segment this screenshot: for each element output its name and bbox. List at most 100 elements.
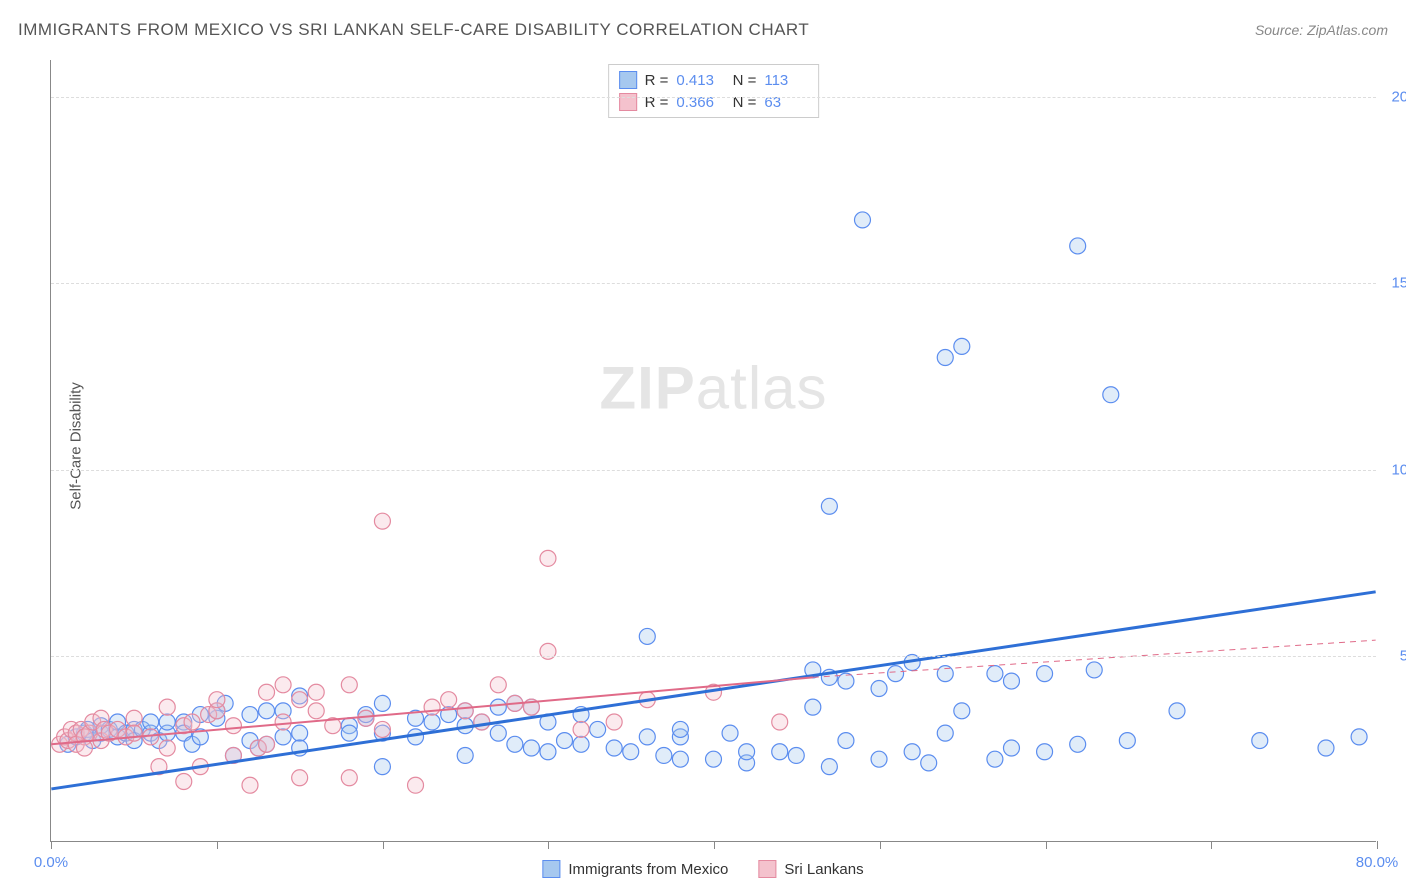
scatter-point [308, 684, 324, 700]
chart-title: IMMIGRANTS FROM MEXICO VS SRI LANKAN SEL… [18, 20, 809, 40]
y-tick-label: 5.0% [1400, 647, 1406, 664]
scatter-point [126, 725, 142, 741]
scatter-point [308, 703, 324, 719]
scatter-point [209, 692, 225, 708]
series-legend-label: Sri Lankans [784, 861, 863, 878]
n-value: 113 [764, 72, 808, 89]
correlation-legend-row: R =0.366 N =63 [619, 91, 809, 113]
scatter-point [805, 699, 821, 715]
scatter-point [590, 721, 606, 737]
scatter-point [1103, 387, 1119, 403]
scatter-point [573, 736, 589, 752]
scatter-point [540, 744, 556, 760]
scatter-point [904, 744, 920, 760]
x-tick-label: 0.0% [34, 854, 68, 871]
scatter-point [557, 733, 573, 749]
scatter-point [374, 759, 390, 775]
scatter-point [374, 721, 390, 737]
scatter-point [341, 677, 357, 693]
scatter-point [639, 628, 655, 644]
x-tick [1211, 841, 1212, 849]
series-legend-label: Immigrants from Mexico [568, 861, 728, 878]
scatter-point [1070, 238, 1086, 254]
scatter-point [821, 759, 837, 775]
scatter-point [772, 714, 788, 730]
scatter-point [871, 681, 887, 697]
gridline-h [51, 97, 1376, 98]
scatter-point [275, 729, 291, 745]
scatter-point [1252, 733, 1268, 749]
scatter-point [292, 770, 308, 786]
scatter-point [1351, 729, 1367, 745]
scatter-point [341, 725, 357, 741]
scatter-point [937, 350, 953, 366]
legend-swatch [619, 71, 637, 89]
scatter-point [457, 703, 473, 719]
scatter-point [358, 710, 374, 726]
scatter-point [540, 550, 556, 566]
scatter-point [159, 740, 175, 756]
scatter-point [259, 684, 275, 700]
scatter-point [275, 714, 291, 730]
scatter-point [184, 714, 200, 730]
scatter-point [457, 747, 473, 763]
x-tick [1046, 841, 1047, 849]
scatter-point [1003, 740, 1019, 756]
scatter-point [888, 666, 904, 682]
scatter-point [126, 710, 142, 726]
scatter-point [987, 751, 1003, 767]
scatter-point [772, 744, 788, 760]
scatter-point [722, 725, 738, 741]
scatter-point [292, 725, 308, 741]
scatter-point [1119, 733, 1135, 749]
scatter-point [242, 777, 258, 793]
scatter-point [259, 736, 275, 752]
x-tick [1377, 841, 1378, 849]
scatter-point [540, 643, 556, 659]
x-tick-label: 80.0% [1356, 854, 1399, 871]
scatter-point [1037, 666, 1053, 682]
scatter-point [507, 736, 523, 752]
scatter-point [838, 733, 854, 749]
x-tick [880, 841, 881, 849]
y-tick-label: 20.0% [1391, 89, 1406, 106]
scatter-point [159, 699, 175, 715]
x-tick [383, 841, 384, 849]
scatter-point [739, 744, 755, 760]
x-tick [217, 841, 218, 849]
scatter-point [143, 714, 159, 730]
scatter-point [937, 725, 953, 741]
scatter-point [623, 744, 639, 760]
scatter-point [441, 692, 457, 708]
scatter-point [374, 695, 390, 711]
scatter-point [490, 677, 506, 693]
legend-swatch [542, 860, 560, 878]
r-label: R = [645, 94, 669, 111]
r-label: R = [645, 72, 669, 89]
scatter-point [706, 751, 722, 767]
scatter-point [573, 721, 589, 737]
scatter-point [937, 666, 953, 682]
scatter-point [1003, 673, 1019, 689]
scatter-point [1318, 740, 1334, 756]
scatter-point [987, 666, 1003, 682]
scatter-point [275, 677, 291, 693]
scatter-point [1037, 744, 1053, 760]
n-label: N = [728, 72, 756, 89]
correlation-legend: R = 0.413 N = 113 R =0.366 N =63 [608, 64, 820, 118]
scatter-point [424, 699, 440, 715]
scatter-point [639, 729, 655, 745]
scatter-point [1070, 736, 1086, 752]
x-tick [714, 841, 715, 849]
series-legend: Immigrants from Mexico Sri Lankans [542, 860, 863, 878]
chart-plot-area: R =0.413 N =113R =0.366 N =63 ZIPatlas 5… [50, 60, 1376, 842]
r-value: 0.413 [676, 72, 720, 89]
scatter-point [1169, 703, 1185, 719]
n-label: N = [728, 94, 756, 111]
gridline-h [51, 470, 1376, 471]
series-legend-item: Sri Lankans [758, 860, 863, 878]
scatter-point [292, 692, 308, 708]
scatter-point [408, 777, 424, 793]
scatter-point [1086, 662, 1102, 678]
y-tick-label: 15.0% [1391, 275, 1406, 292]
